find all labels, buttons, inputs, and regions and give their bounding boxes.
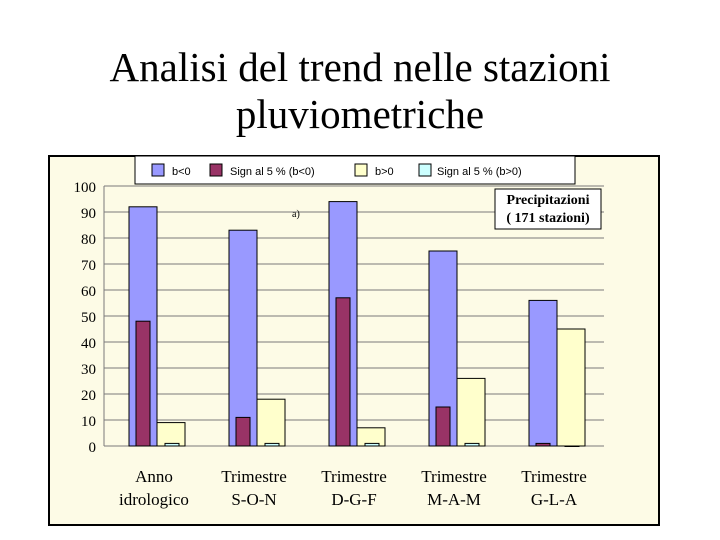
bar-sign-b-neg	[535, 442, 551, 447]
y-tick-label: 70	[81, 258, 96, 274]
y-tick-label: 0	[89, 440, 97, 456]
slide-title-line1: Analisi del trend nelle stazioni	[109, 44, 611, 90]
annotation-label: a)	[292, 209, 300, 220]
bar-sign-b-pos	[364, 442, 380, 447]
legend-swatch	[418, 163, 432, 177]
x-tick-label: G-L-A	[531, 490, 578, 509]
bar-sign-b-neg	[335, 297, 351, 447]
x-tick-label: Trimestre	[221, 467, 287, 486]
legend-label: b<0	[172, 166, 191, 178]
bar-b-neg	[528, 299, 558, 447]
slide-title-line2: pluviometriche	[235, 91, 485, 137]
slide-title: Analisi del trend nelle stazioni pluviom…	[0, 44, 720, 138]
bar-sign-b-pos	[564, 445, 580, 447]
x-tick-label: D-G-F	[331, 490, 376, 509]
bar-sign-b-pos	[264, 442, 280, 447]
bar-sign-b-neg	[235, 416, 251, 447]
bar-b-pos	[156, 422, 186, 447]
x-tick-label: Trimestre	[421, 467, 487, 486]
inset-box-title: Precipitazioni	[507, 193, 590, 208]
y-tick-label: 100	[74, 180, 97, 196]
inset-box-subtitle: ( 171 stazioni)	[506, 211, 590, 226]
y-tick-label: 40	[81, 336, 96, 352]
legend-swatch	[354, 163, 368, 177]
x-tick-label: idrologico	[119, 490, 189, 509]
y-tick-label: 10	[81, 414, 96, 430]
bar-b-pos	[456, 377, 486, 447]
legend-swatch	[209, 163, 223, 177]
bar-b-pos	[556, 328, 586, 447]
bar-sign-b-neg	[135, 320, 151, 447]
legend-label: Sign al 5 % (b>0)	[437, 166, 522, 178]
inset-box	[494, 188, 602, 230]
y-tick-label: 20	[81, 388, 96, 404]
legend-swatch	[151, 163, 165, 177]
y-tick-label: 30	[81, 362, 96, 378]
bar-sign-b-pos	[464, 442, 480, 447]
bar-sign-b-pos	[164, 442, 180, 447]
x-tick-label: Trimestre	[321, 467, 387, 486]
y-tick-label: 50	[81, 310, 96, 326]
y-tick-label: 90	[81, 206, 96, 222]
bar-b-pos	[256, 398, 286, 447]
x-tick-label: Trimestre	[521, 467, 587, 486]
x-tick-label: Anno	[135, 467, 173, 486]
x-tick-label: S-O-N	[231, 490, 276, 509]
bar-b-neg	[228, 229, 258, 447]
x-tick-label: M-A-M	[427, 490, 481, 509]
bar-sign-b-neg	[435, 406, 451, 447]
legend-label: b>0	[375, 166, 394, 178]
legend-label: Sign al 5 % (b<0)	[230, 166, 315, 178]
y-tick-label: 60	[81, 284, 96, 300]
y-tick-label: 80	[81, 232, 96, 248]
